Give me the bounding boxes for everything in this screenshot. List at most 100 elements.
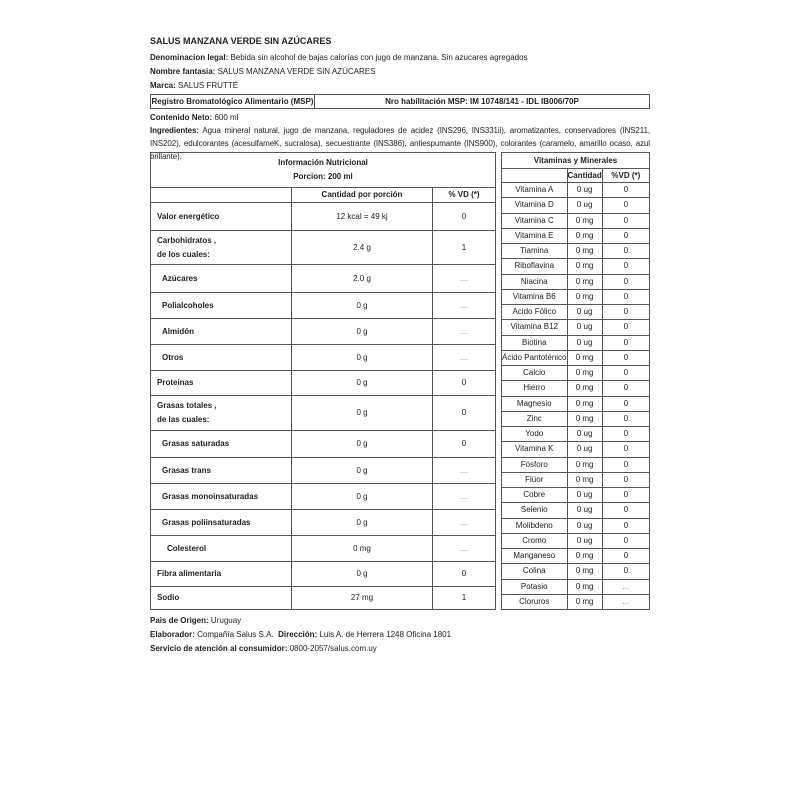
nutrition-header: Información Nutricional Porcion: 200 ml: [150, 152, 496, 188]
vitamin-quantity: 0 mg: [566, 410, 603, 428]
vitamin-vd: 0: [601, 334, 651, 351]
column-header-cantidad: Cantidad por porción: [291, 187, 433, 203]
vitamin-quantity: 0 ug: [566, 319, 603, 336]
nutrient-quantity: 2.4 g: [291, 230, 433, 265]
nutrient-quantity: 0 mg: [291, 535, 433, 562]
vitamin-name: Vitamina C: [501, 212, 568, 229]
vitamin-name: Ácido Pantoténico: [501, 349, 568, 367]
vitamin-quantity: 0 mg: [566, 563, 603, 580]
nutrient-name: Grasas monoinsaturadas: [150, 483, 292, 510]
nutrition-portion: Porcion: 200 ml: [293, 172, 353, 181]
vitamin-vd: 0: [601, 273, 651, 290]
vitamin-name: Potasio: [501, 578, 568, 595]
vitamin-row: Potasio 0 mg...: [501, 578, 651, 595]
nutrient-name: Sodio: [150, 586, 292, 610]
vitamin-name: Vitamina E: [501, 227, 568, 245]
nutrient-name: Fibra alimentaria: [150, 561, 292, 587]
vitamin-name: Vitamina K: [501, 441, 568, 458]
vitamin-vd: 0: [601, 502, 651, 519]
column-header-nutrient: [150, 187, 292, 203]
registro-label: Registro Bromatológico Alimentario (MSP): [150, 94, 315, 109]
vitamin-row: Yodo 0 ug 0: [501, 425, 651, 443]
vitamin-quantity: 0 ug: [566, 502, 603, 519]
vitamin-vd: ...: [601, 593, 651, 611]
marca-value: SALUS FRUTTÉ: [178, 81, 239, 90]
marca-label: Marca:: [150, 81, 176, 90]
direccion-label: Dirección:: [278, 630, 318, 639]
nutrient-name-subtext: de las cuales:: [157, 415, 210, 424]
nutrient-name-text: Otros: [162, 352, 184, 362]
nutrient-vd: ...: [432, 535, 496, 562]
vitamin-vd: 0: [601, 441, 651, 458]
vitamin-quantity: 0 mg: [566, 395, 603, 412]
nutrient-quantity: 27 mg: [291, 586, 433, 610]
nutrient-vd: 0: [432, 430, 496, 458]
vitamin-name: Yodo: [501, 425, 568, 443]
vitamin-name: Molibdeno: [501, 517, 568, 534]
vitamin-vd: 0: [601, 212, 651, 229]
vitamin-name: Vitamina B6: [501, 288, 568, 306]
vitamin-quantity: 0 ug: [566, 303, 603, 321]
nutrient-vd: ...: [432, 483, 496, 510]
nutrient-vd: ...: [432, 457, 496, 484]
marca: Marca: SALUS FRUTTÉ: [150, 81, 238, 91]
vitamin-quantity: 0 ug: [566, 181, 603, 199]
vitamin-vd: 0: [601, 181, 651, 199]
nutrient-name: Carbohidratos , de los cuales:: [150, 230, 292, 265]
nutrition-row: Colesterol 0 mg...: [150, 535, 496, 562]
vitamin-quantity: 0 mg: [566, 456, 603, 473]
vitamin-quantity: 0 mg: [566, 288, 603, 306]
vitamin-name: Niacina: [501, 273, 568, 290]
vitamin-name: Tiamina: [501, 242, 568, 260]
nutrient-name: Grasas poliinsaturadas: [150, 509, 292, 536]
nutrient-quantity: 0 g: [291, 509, 433, 536]
nutrient-quantity: 0 g: [291, 483, 433, 510]
vitamin-name: Hierro: [501, 380, 568, 397]
vitamin-row: Hierro 0 mg 0: [501, 380, 651, 397]
servicio-value: 0800-2057/salus.com.uy: [289, 644, 377, 653]
vitamin-row: Calcio 0 mg 0: [501, 364, 651, 382]
vitamin-vd: 0: [601, 242, 651, 260]
vitamin-row: Cobre 0 ug 0: [501, 486, 651, 504]
vitamin-quantity: 0 ug: [566, 486, 603, 504]
nutrient-quantity: 0 g: [291, 292, 433, 319]
nutrition-title: Información Nutricional: [278, 158, 368, 167]
vitamin-row: Tiamina 0 mg 0: [501, 242, 651, 260]
nutrient-quantity: 12 kcal = 49 kj: [291, 202, 433, 231]
nutrient-name-text: Proteinas: [157, 378, 194, 387]
denominacion-value: Bebida sin alcohol de bajas calorías con…: [230, 53, 528, 62]
vitamin-row: Selenio 0 ug 0: [501, 502, 651, 519]
vit-header-name: [501, 168, 568, 183]
vitamin-row: Fósforo 0 mg 0: [501, 456, 651, 473]
contenido-neto: Contenido Neto: 600 ml: [150, 113, 238, 123]
pais-origen: Pais de Origen: Uruguay: [150, 616, 241, 626]
vitamin-vd: 0: [601, 227, 651, 245]
vit-header-vd: %VD (*): [601, 168, 651, 183]
nutrition-row: Otros 0 g...: [150, 344, 496, 371]
nutrient-name: Otros: [150, 344, 292, 371]
nutrition-row: Grasas poliinsaturadas 0 g...: [150, 509, 496, 536]
vitamin-quantity: 0 mg: [566, 380, 603, 397]
nutrient-name-text: Grasas trans: [162, 465, 211, 475]
elaborador-value: Compañía Salus S.A.: [197, 630, 274, 639]
vitamin-name: Zinc: [501, 410, 568, 428]
elaborador-label: Elaborador:: [150, 630, 195, 639]
vitamin-quantity: 0 mg: [566, 578, 603, 595]
nutrition-row: Valor energético 12 kcal = 49 kj 0: [150, 202, 496, 231]
nutrient-name-text: Polialcoholes: [162, 300, 214, 310]
nutrient-quantity: 0 g: [291, 457, 433, 484]
nutrition-row: Grasas monoinsaturadas 0 g...: [150, 483, 496, 510]
vitamin-vd: 0: [601, 319, 651, 336]
vitamin-name: Vitamina D: [501, 197, 568, 214]
column-header-vd: % VD (*): [432, 187, 496, 203]
vitamin-name: Magnesio: [501, 395, 568, 412]
vitamin-row: Molibdeno 0 ug 0: [501, 517, 651, 534]
vitamin-vd: ...: [601, 578, 651, 595]
nutrient-name-text: Grasas saturadas: [162, 439, 230, 448]
vitamin-quantity: 0 ug: [566, 197, 603, 214]
vitamin-vd: 0: [601, 425, 651, 443]
nutrient-name: Azúcares: [150, 264, 292, 293]
nombre-fantasia: Nombre fantasia: SALUS MANZANA VERDE SIN…: [150, 67, 375, 77]
nutrient-name-text: Grasas poliinsaturadas: [162, 517, 251, 527]
